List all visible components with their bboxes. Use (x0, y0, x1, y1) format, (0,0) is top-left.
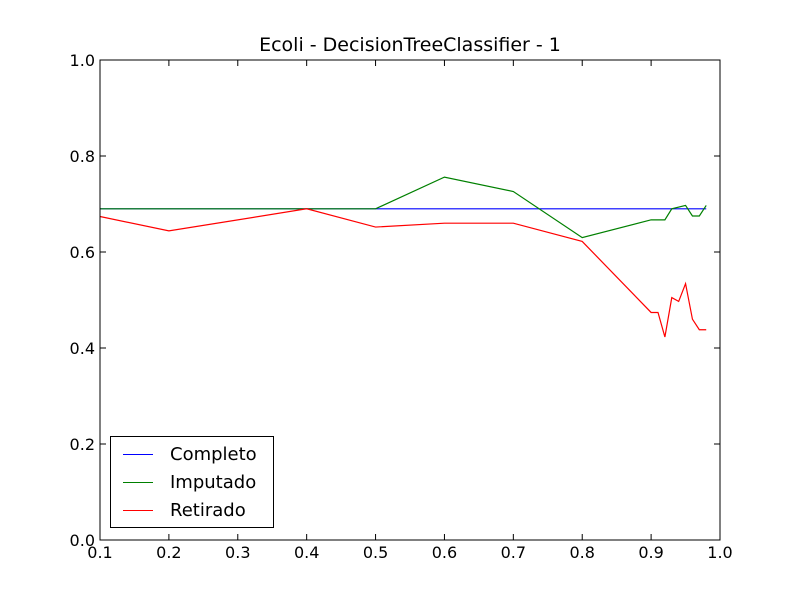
x-tick-label: 0.1 (87, 543, 112, 562)
x-tick-label: 0.4 (294, 543, 319, 562)
series-layer (99, 176, 707, 338)
y-tick-label: 0.2 (70, 435, 95, 454)
series-line-imputado (100, 176, 707, 239)
x-tick-label: 0.5 (363, 543, 388, 562)
plot-area-frame (99, 59, 721, 541)
y-tick-label: 0.0 (70, 531, 95, 550)
legend-label-imputado: Imputado (170, 472, 257, 493)
y-tick-label: 0.6 (70, 243, 95, 262)
x-tick-label: 0.3 (225, 543, 250, 562)
x-tick-label: 0.2 (156, 543, 181, 562)
y-tick-label: 1.0 (70, 51, 95, 70)
y-tick-label: 0.4 (70, 339, 95, 358)
chart-title: Ecoli - DecisionTreeClassifier - 1 (259, 34, 561, 56)
legend-item-imputado: Imputado (123, 473, 273, 493)
legend-label-retirado: Retirado (170, 500, 246, 521)
legend-swatch-retirado (123, 510, 153, 511)
x-tick-label: 0.7 (501, 543, 526, 562)
x-tick-label: 0.9 (638, 543, 663, 562)
legend-swatch-completo (123, 454, 153, 455)
y-tick-label: 0.8 (70, 147, 95, 166)
legend-label-completo: Completo (170, 444, 257, 465)
legend-item-retirado: Retirado (123, 501, 273, 521)
legend-item-completo: Completo (123, 445, 273, 465)
x-tick-label: 0.6 (432, 543, 457, 562)
legend-swatch-imputado (123, 482, 153, 483)
x-tick-label: 0.8 (569, 543, 594, 562)
series-line-retirado (99, 208, 707, 338)
x-tick-label: 1.0 (707, 543, 732, 562)
tick-layer: 0.1 0.2 0.3 0.4 0.5 0.6 0.7 0.8 0.9 1.0 0.0 0.2 0.4 0… (70, 51, 733, 562)
legend: Completo Imputado Retirado (110, 436, 274, 528)
